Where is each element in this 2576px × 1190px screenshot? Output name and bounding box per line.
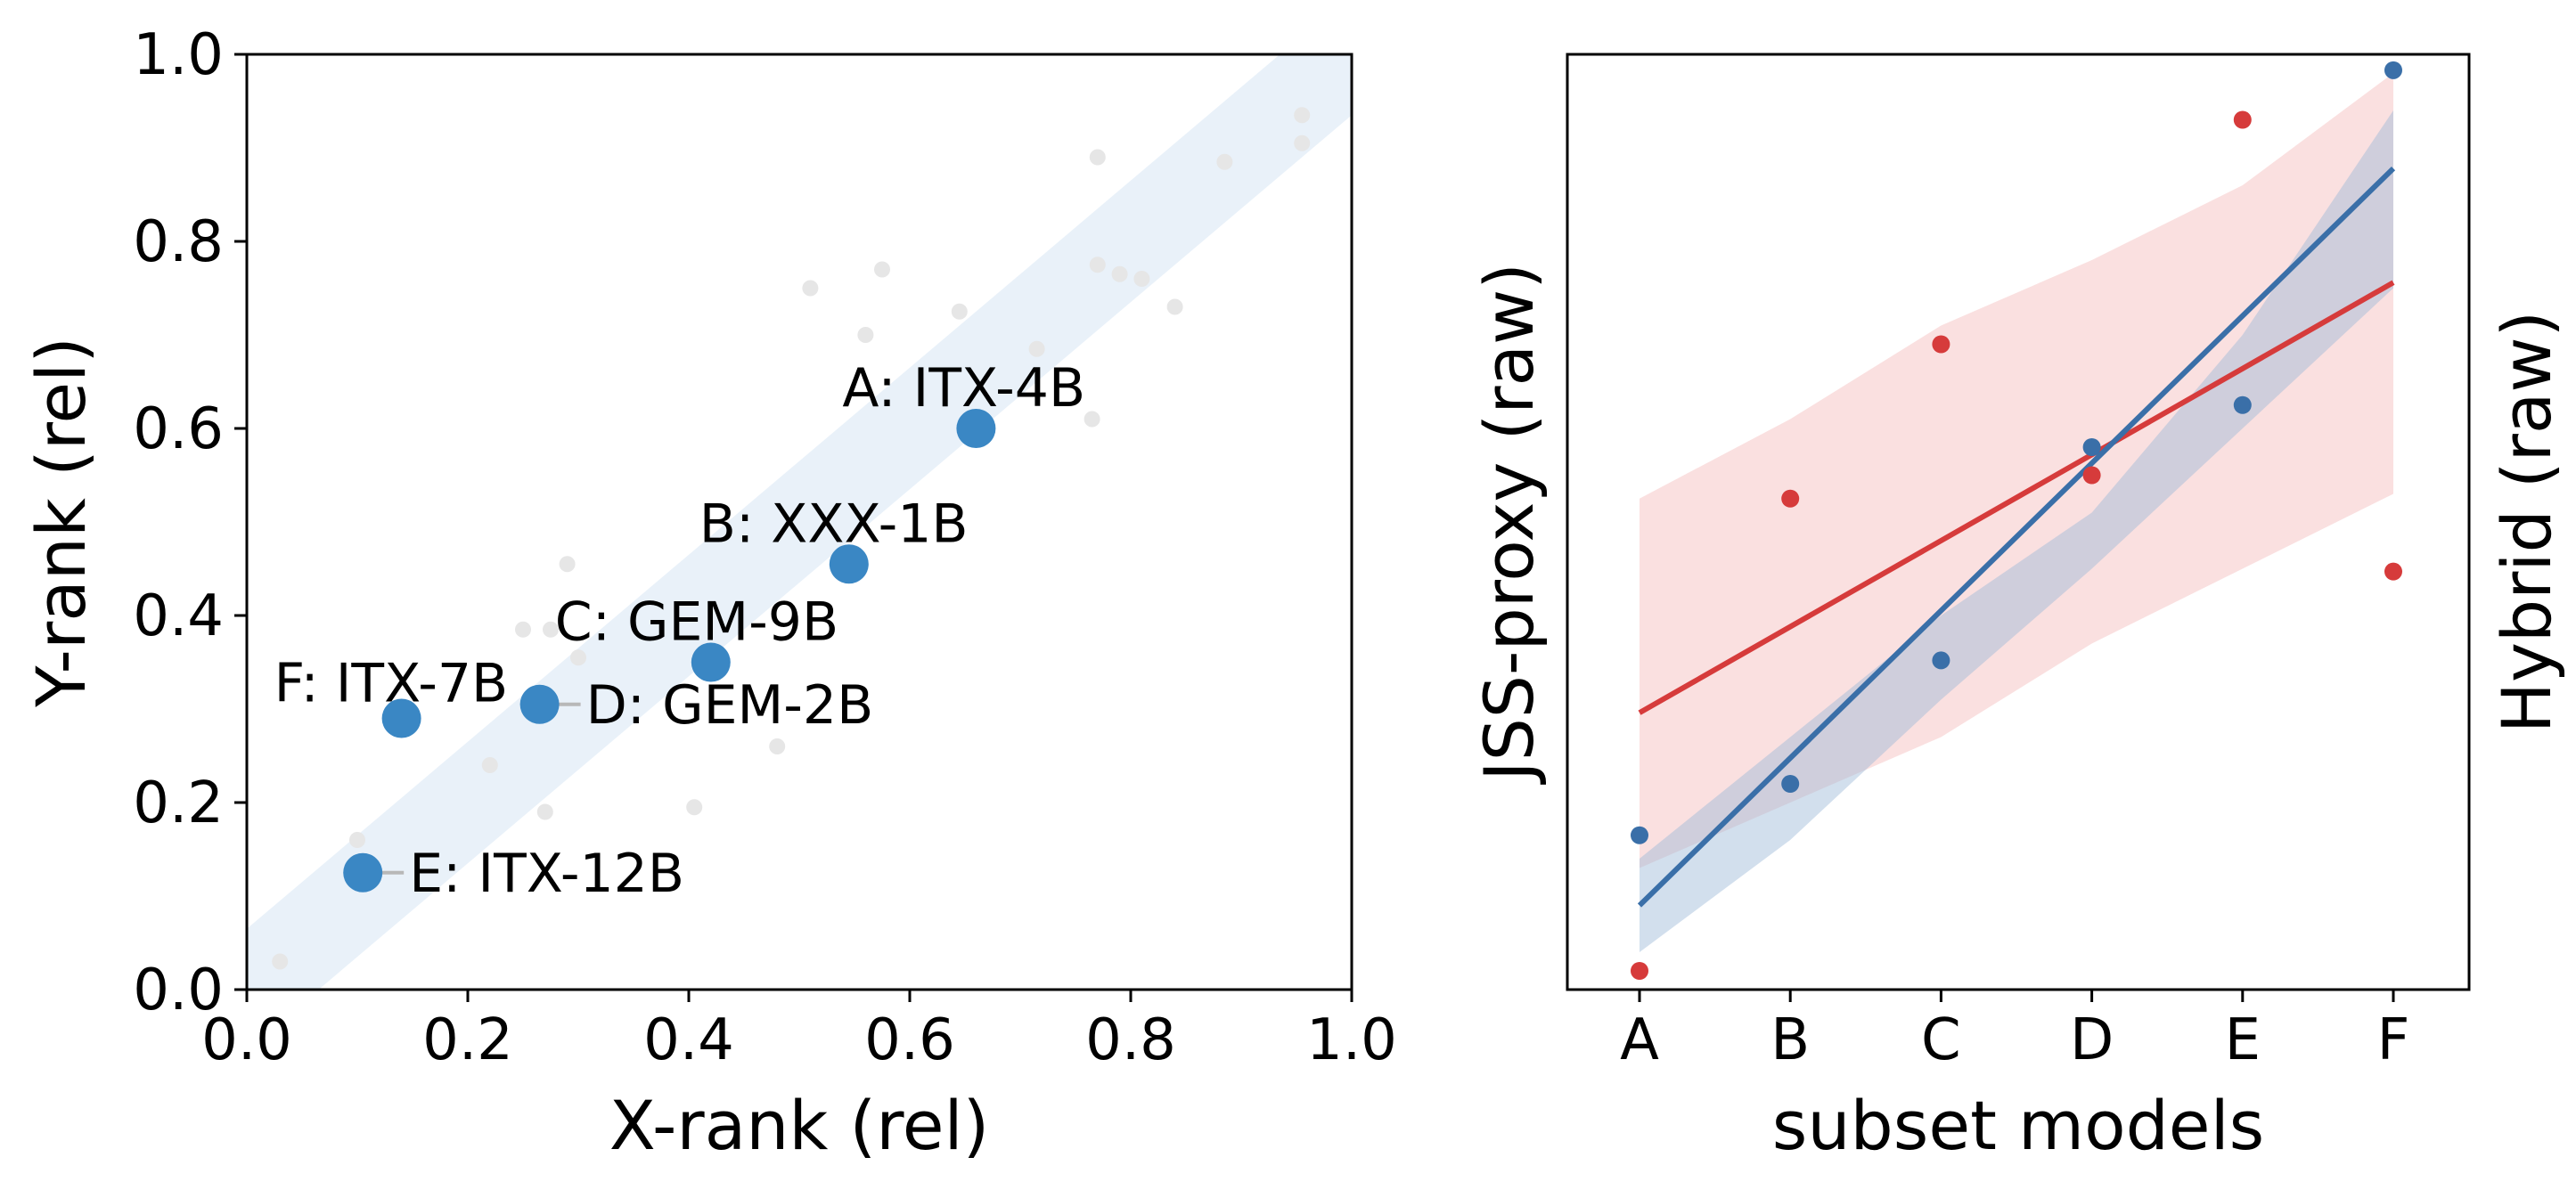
background-point: [570, 649, 586, 666]
background-point: [1111, 265, 1128, 282]
x-tick-label: 0.4: [643, 1007, 734, 1073]
diagonal-band: [247, 54, 1352, 990]
background-point: [1133, 271, 1150, 287]
x-tick-label: D: [2070, 1007, 2114, 1073]
data-point: [2233, 395, 2252, 414]
fit-x-axis-title: subset models: [1772, 1086, 2265, 1165]
x-tick-label: 0.2: [422, 1007, 513, 1073]
background-point: [536, 803, 553, 820]
fit-plot-area: [1631, 61, 2402, 980]
x-tick-label: 0.6: [864, 1007, 955, 1073]
background-point: [543, 621, 559, 638]
background-point: [515, 621, 531, 638]
scatter-clipped-group: [247, 54, 1352, 990]
data-point: [2082, 466, 2101, 485]
x-tick-label: 1.0: [1306, 1007, 1397, 1073]
scatter-plot-area: A: ITX-4B B: XXX-1B C: GEM-9B D: GEM-2B E: I…: [247, 54, 1352, 990]
scatter-ticks: 0.0 0.2 0.4 0.6 0.8 1.0 0.0 0.2 0.4 0.6 0.8 1.0: [133, 22, 1397, 1073]
highlight-point-label: E: ITX-12B: [409, 843, 684, 905]
data-point: [1932, 651, 1950, 670]
fit-panel: A B C D E F subset models JSS-proxy (raw) Hyb…: [1469, 53, 2566, 1165]
background-point: [686, 799, 703, 816]
highlight-point: [829, 544, 869, 584]
background-point: [1216, 153, 1233, 170]
fit-line: [1637, 166, 2396, 908]
highlight-point: [519, 684, 560, 724]
x-tick-label: 0.0: [201, 1007, 292, 1073]
y-tick-label: 1.0: [133, 22, 224, 88]
y-tick-label: 0.6: [133, 396, 224, 462]
background-point: [874, 261, 890, 278]
highlight-point: [956, 409, 996, 448]
background-point: [857, 327, 874, 343]
highlight-point-label: D: GEM-2B: [586, 674, 874, 737]
y-tick-label: 0.8: [133, 209, 224, 275]
background-point: [1084, 411, 1100, 428]
fit-axes-frame: [1566, 53, 2471, 991]
highlight-point: [381, 698, 421, 738]
background-point: [1166, 298, 1183, 315]
background-point: [769, 738, 786, 754]
y-tick-label: 0.4: [133, 583, 224, 649]
y-tick-label: 0.0: [133, 958, 224, 1023]
x-tick-label: B: [1770, 1007, 1810, 1073]
highlight-point-label: B: XXX-1B: [699, 493, 969, 555]
data-point: [1631, 826, 1648, 844]
data-point: [2082, 438, 2101, 456]
scatter-x-axis-title: X-rank (rel): [609, 1086, 990, 1165]
scatter-panel: A: ITX-4B B: XXX-1B C: GEM-9B D: GEM-2B E: I…: [21, 22, 1397, 1165]
fit-y-axis-title-right: Hybrid (raw): [2487, 311, 2566, 733]
background-point: [951, 303, 968, 320]
background-point: [349, 832, 365, 848]
data-point: [1781, 775, 1800, 793]
background-point: [481, 757, 498, 773]
scatter-axes-frame: [245, 53, 1353, 991]
fit-y-axis-title-left: JSS-proxy (raw): [1469, 263, 1549, 785]
background-point: [1294, 107, 1311, 124]
background-point: [1294, 134, 1311, 151]
highlight-point: [343, 852, 383, 892]
background-point: [802, 280, 819, 297]
data-point: [1631, 962, 1648, 980]
x-tick-label: 0.8: [1085, 1007, 1176, 1073]
background-point: [1089, 149, 1106, 166]
highlight-point-label: A: ITX-4B: [842, 357, 1085, 420]
x-tick-label: F: [2377, 1007, 2410, 1073]
scatter-y-axis-title: Y-rank (rel): [21, 337, 101, 708]
background-point: [559, 556, 576, 573]
highlight-point-label: C: GEM-9B: [555, 591, 838, 654]
background-point: [272, 953, 289, 970]
data-point: [2384, 562, 2402, 581]
fit-line: [1638, 280, 2395, 715]
x-tick-label: A: [1620, 1007, 1659, 1073]
y-tick-label: 0.2: [133, 770, 224, 836]
background-point: [1028, 340, 1045, 357]
highlight-point-label: F: ITX-7B: [274, 653, 509, 715]
data-point: [2233, 110, 2252, 129]
data-point: [1781, 489, 1800, 508]
highlight-point: [691, 642, 731, 682]
confidence-band: [1640, 110, 2393, 952]
data-point: [2384, 61, 2402, 79]
fit-ticks: A B C D E F: [1620, 990, 2409, 1073]
data-point: [1932, 335, 1950, 354]
x-tick-label: E: [2225, 1007, 2261, 1073]
background-point: [1089, 257, 1106, 273]
x-tick-label: C: [1921, 1007, 1961, 1073]
confidence-band: [1640, 73, 2393, 868]
